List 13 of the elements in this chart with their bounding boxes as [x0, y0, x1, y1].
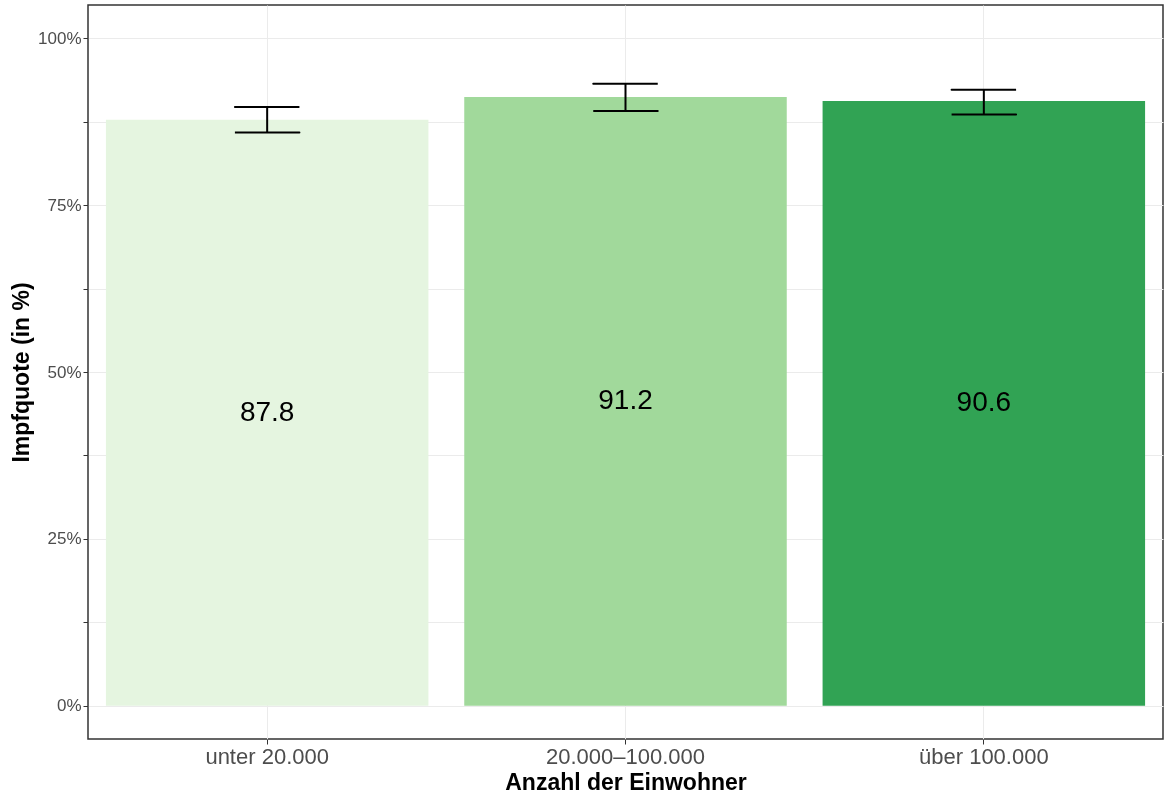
x-tick-label: über 100.000: [919, 743, 1049, 769]
y-axis-title: Impfquote (in %): [8, 282, 35, 463]
data-label: 91.2: [598, 384, 653, 416]
x-axis-title: Anzahl der Einwohner: [505, 768, 747, 795]
data-label: 90.6: [956, 386, 1012, 418]
x-tick-label: 20.000–100.000: [545, 743, 706, 769]
y-tick-label: 100%: [38, 28, 82, 48]
y-tick-label: 0%: [56, 696, 82, 716]
data-label: 87.8: [239, 395, 295, 427]
x-tick-label: unter 20.000: [205, 743, 329, 769]
y-tick-label: 25%: [47, 529, 82, 549]
y-tick-label: 50%: [47, 362, 82, 382]
y-tick-label: 75%: [47, 195, 82, 215]
